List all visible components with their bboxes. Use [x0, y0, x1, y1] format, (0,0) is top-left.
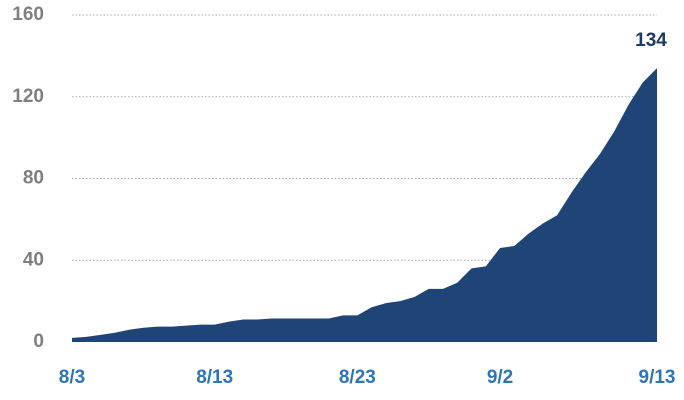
x-tick-label: 8/13 [196, 367, 233, 388]
area [72, 68, 657, 342]
x-tick-label: 8/23 [339, 367, 376, 388]
y-tick-label: 160 [12, 4, 44, 25]
y-tick-label: 40 [23, 249, 44, 270]
y-tick-label: 120 [12, 86, 44, 107]
y-tick-label: 0 [33, 331, 44, 352]
x-tick-label: 9/13 [639, 367, 676, 388]
value-label: 134 [635, 30, 667, 51]
x-tick-label: 9/2 [487, 367, 513, 388]
y-tick-label: 80 [23, 168, 44, 189]
x-tick-label: 8/3 [59, 367, 85, 388]
